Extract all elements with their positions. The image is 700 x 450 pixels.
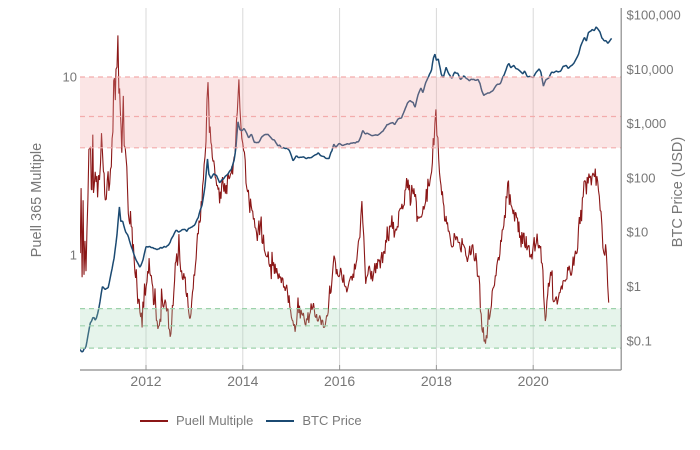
x-tick-label: 2016 <box>324 373 355 389</box>
right-tick-label: $1 <box>627 279 641 294</box>
x-tick-label: 2020 <box>518 373 549 389</box>
right-tick-label: $10 <box>627 225 649 240</box>
left-axis-title: Puell 365 Multiple <box>29 142 45 258</box>
right-tick-label: $1,000 <box>627 116 667 131</box>
right-tick-label: $100 <box>627 170 656 185</box>
right-tick-label: $100,000 <box>627 8 681 23</box>
right-tick-label: $0.1 <box>627 333 652 348</box>
buy-zone-band <box>80 308 622 349</box>
right-axis-title: BTC Price (USD) <box>670 136 686 248</box>
btc-price-line <box>80 26 613 353</box>
x-tick-label: 2012 <box>130 373 161 389</box>
legend-item-puell: Puell Multiple <box>140 413 253 428</box>
left-tick-label: 10 <box>63 70 77 85</box>
puell-multiple-line <box>80 35 610 344</box>
btc-legend-label: BTC Price <box>302 413 362 428</box>
x-tick-label: 2018 <box>421 373 452 389</box>
legend-item-btc: BTC Price <box>266 413 362 428</box>
legend: Puell Multiple BTC Price <box>140 413 375 428</box>
puell-line-swatch <box>140 419 168 422</box>
btc-line-swatch <box>266 419 295 422</box>
left-tick-label: 1 <box>70 248 77 263</box>
x-tick-label: 2014 <box>227 373 258 389</box>
right-tick-label: $10,000 <box>627 62 674 77</box>
sell-zone-band <box>80 77 622 148</box>
puell-legend-label: Puell Multiple <box>176 413 254 428</box>
